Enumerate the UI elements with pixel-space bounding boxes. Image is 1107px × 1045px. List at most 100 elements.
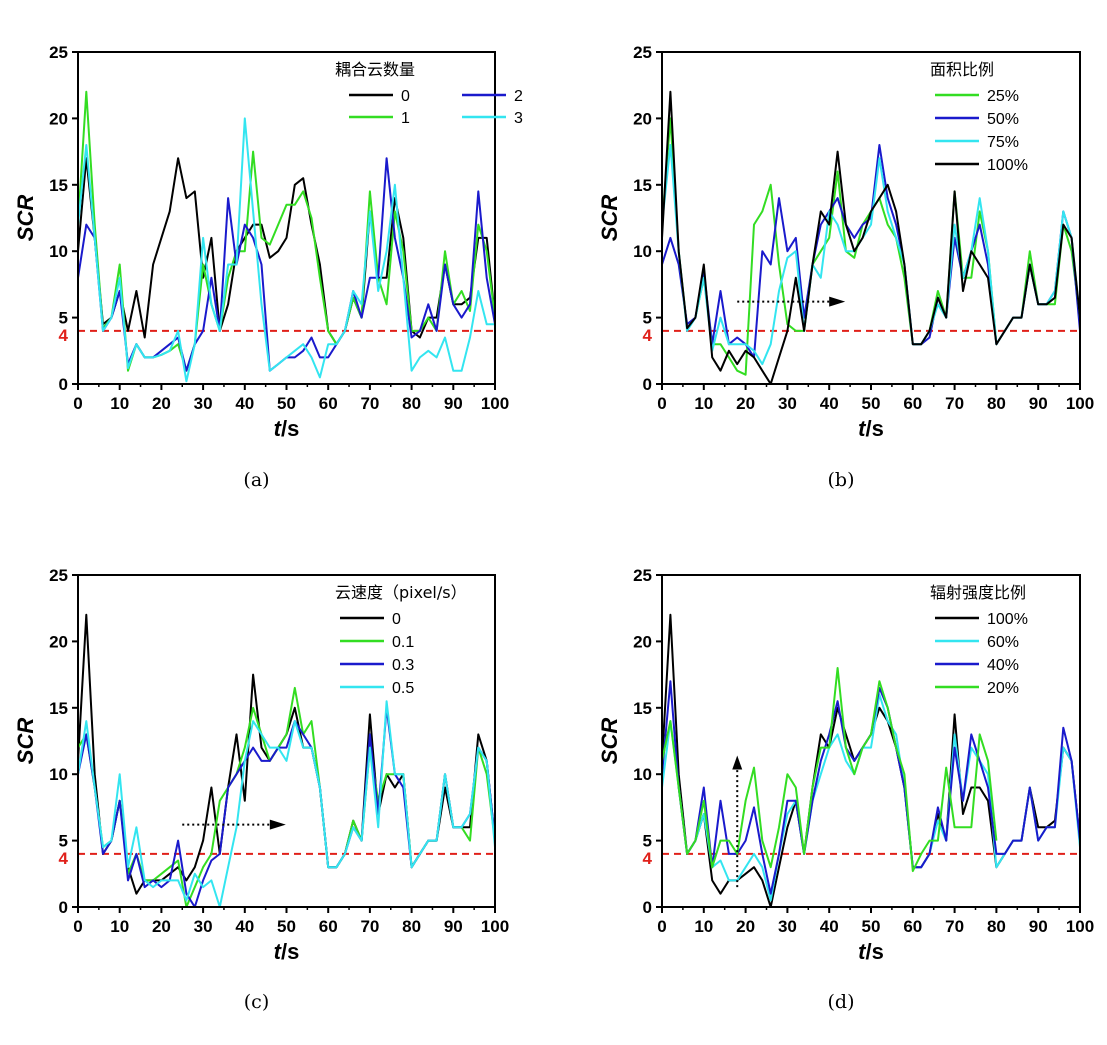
x-tick-label: 50	[277, 394, 296, 413]
x-tick-label: 20	[152, 394, 171, 413]
x-tick-label: 50	[862, 917, 881, 936]
legend-label: 25%	[987, 88, 1019, 105]
legend-label: 2	[514, 88, 523, 105]
y-tick-label: 0	[643, 375, 652, 394]
y-tick-label: 20	[49, 632, 68, 651]
x-tick-label: 40	[820, 394, 839, 413]
series-line-20_	[661, 667, 998, 873]
x-tick-label: 30	[194, 394, 213, 413]
y-tick-label: 20	[633, 632, 652, 651]
x-tick-label: 90	[1029, 917, 1048, 936]
panel-caption: (d)	[828, 991, 855, 1013]
series-line-0_3	[77, 706, 496, 908]
x-axis-label-unit: /s	[865, 416, 883, 441]
series-line-60_	[661, 693, 1081, 902]
y-tick-label: 25	[49, 43, 68, 62]
legend: 耦合云数量 0 1 2 3	[335, 60, 523, 127]
series-line-50_	[661, 144, 1081, 359]
x-axis-label: t/s	[858, 416, 884, 441]
plot-frame	[77, 51, 496, 385]
x-tick-label: 90	[444, 394, 463, 413]
annotation-arrowhead	[732, 755, 743, 770]
chart-panel-a: 0 10 20 30 40 50 60 70 80 90 10005101520254SCRt/s(…	[13, 43, 523, 491]
y-tick-label: 5	[59, 309, 68, 328]
legend-label: 20%	[987, 680, 1019, 697]
x-tick-label: 80	[402, 917, 421, 936]
legend-label: 0	[392, 611, 401, 628]
y-axis-label: SCR	[597, 195, 622, 242]
x-tick-label: 80	[402, 394, 421, 413]
legend-label: 40%	[987, 657, 1019, 674]
legend-title: 耦合云数量	[335, 60, 415, 79]
legend-label: 50%	[987, 111, 1019, 128]
annotation-arrowhead	[269, 819, 286, 830]
y-tick-label: 5	[643, 309, 652, 328]
series-line-1	[77, 90, 496, 372]
x-tick-label: 30	[778, 394, 797, 413]
panel-caption: (b)	[828, 469, 855, 491]
y-tick-label: 10	[49, 765, 68, 784]
y-tick-label: 10	[49, 242, 68, 261]
y-tick-label: 15	[49, 699, 68, 718]
x-tick-label: 10	[694, 917, 713, 936]
legend-label: 1	[401, 110, 410, 127]
x-axis-label-unit: /s	[281, 416, 299, 441]
y-tick-label: 5	[643, 832, 652, 851]
x-axis-label: t/s	[274, 939, 300, 964]
series-line-3	[77, 117, 495, 383]
legend-title: 辐射强度比例	[930, 583, 1026, 602]
x-tick-label: 0	[73, 394, 82, 413]
x-tick-label: 90	[444, 917, 463, 936]
annotation-arrowhead	[829, 296, 846, 307]
y-tick-label: 15	[49, 176, 68, 195]
series-line-0	[77, 157, 496, 346]
x-tick-label: 50	[862, 394, 881, 413]
x-tick-label: 70	[945, 917, 964, 936]
x-tick-label: 80	[987, 394, 1006, 413]
x-tick-label: 100	[481, 394, 509, 413]
legend-label: 0.1	[392, 634, 414, 651]
series-line-0_5	[77, 700, 496, 908]
x-tick-label: 70	[360, 917, 379, 936]
x-axis-label-var: t	[858, 416, 867, 441]
y-tick-label: 0	[643, 898, 652, 917]
x-tick-label: 40	[820, 917, 839, 936]
y-tick-label: 5	[59, 832, 68, 851]
x-tick-label: 50	[277, 917, 296, 936]
x-axis-label: t/s	[858, 939, 884, 964]
x-tick-label: 20	[152, 917, 171, 936]
legend-label: 60%	[987, 634, 1019, 651]
x-axis-label-var: t	[274, 939, 283, 964]
x-axis-label-unit: /s	[281, 939, 299, 964]
x-tick-label: 40	[235, 394, 254, 413]
x-tick-label: 60	[903, 394, 922, 413]
y-tick-label: 0	[59, 375, 68, 394]
x-tick-label: 0	[73, 917, 82, 936]
legend-label: 0	[401, 88, 410, 105]
x-axis-label: t/s	[274, 416, 300, 441]
x-tick-label: 0	[657, 394, 666, 413]
y-axis-label: SCR	[597, 718, 622, 765]
legend: 云速度（pixel/s） 0 0.1 0.3 0.5	[335, 583, 467, 697]
y-tick-label: 10	[633, 242, 652, 261]
x-tick-label: 40	[235, 917, 254, 936]
x-tick-label: 10	[694, 394, 713, 413]
legend-title: 面积比例	[930, 60, 994, 79]
legend-title: 云速度（pixel/s）	[335, 583, 467, 602]
y-axis-label: SCR	[13, 195, 38, 242]
threshold-label: 4	[59, 326, 69, 345]
x-tick-label: 10	[110, 394, 129, 413]
x-tick-label: 0	[657, 917, 666, 936]
y-tick-label: 0	[59, 898, 68, 917]
y-tick-label: 25	[633, 43, 652, 62]
threshold-label: 4	[643, 326, 653, 345]
panel-caption: (a)	[243, 469, 269, 491]
threshold-label: 4	[59, 849, 69, 868]
legend-label: 0.5	[392, 680, 414, 697]
series-line-40_	[661, 680, 1081, 895]
x-tick-label: 30	[778, 917, 797, 936]
y-tick-label: 20	[49, 109, 68, 128]
y-tick-label: 10	[633, 765, 652, 784]
chart-panel-d: 0 10 20 30 40 50 60 70 80 90 100 0 5 10 15 20 25 4 SCR t/s (…	[597, 566, 1094, 1013]
